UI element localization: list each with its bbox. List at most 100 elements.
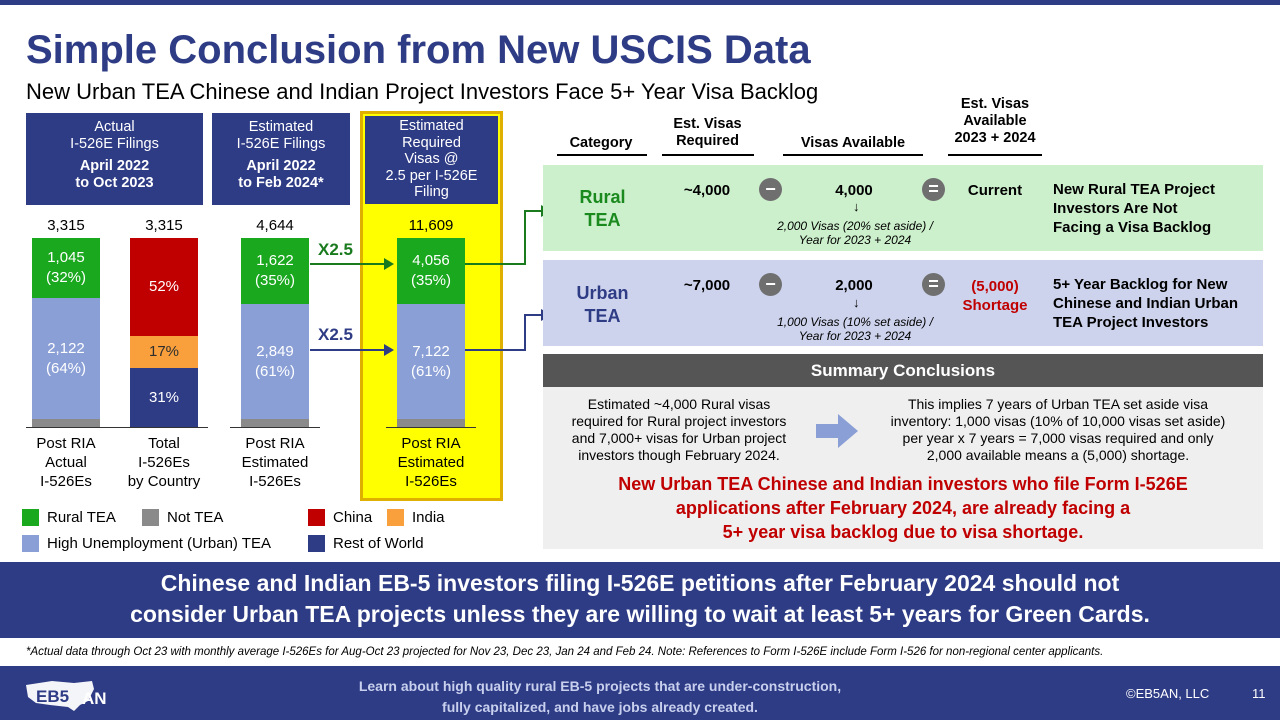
connector-urban: [465, 314, 541, 351]
minus-icon: −: [759, 178, 782, 201]
legend-label: Rest of World: [333, 535, 424, 552]
eb5an-logo: EB5 AN: [26, 681, 107, 711]
bar-segment-green: 1,622 (35%): [241, 238, 309, 304]
legend-label: China: [333, 509, 373, 526]
bar-segment-orange: 17%: [130, 336, 198, 368]
table-header-underline: [662, 154, 754, 156]
page-number: 11: [1252, 686, 1266, 701]
row-required: ~7,000: [683, 277, 731, 294]
row-description: 5+ Year Backlog for New Chinese and Indi…: [1053, 276, 1239, 331]
multiplier-label-urban: X2.5: [318, 325, 353, 344]
arrow-rural-head: [384, 258, 394, 270]
stacked-bar-by-country: 52% 17% 31%: [130, 238, 198, 427]
legend-label: Rural TEA: [47, 509, 116, 526]
row-result: (5,000) Shortage: [962, 278, 1028, 314]
down-arrow-icon: ↓: [853, 295, 860, 310]
table-row-rural: [543, 165, 1263, 251]
top-accent-bar: [0, 0, 1280, 5]
footer-bar: [0, 666, 1280, 720]
bar-segment-light-blue: 2,849 (61%): [241, 304, 309, 419]
column-header-date: April 2022: [246, 158, 316, 174]
page-title: Simple Conclusion from New USCIS Data: [26, 28, 811, 72]
footnote: *Actual data through Oct 23 with monthly…: [26, 646, 1104, 658]
bar-segment-gray: [397, 419, 465, 427]
summary-heading: Summary Conclusions: [543, 354, 1263, 387]
bar-total: 3,315: [47, 217, 85, 234]
column-header-required: Estimated Required Visas @ 2.5 per I-526…: [365, 116, 498, 204]
connector-arrows: [465, 205, 552, 351]
bar-label: Post RIA Actual I-526Es: [36, 435, 96, 490]
table-header-available-2023-2024: Est. Visas Available 2023 + 2024: [954, 96, 1036, 146]
column-header-line: Estimated: [399, 118, 464, 134]
multiplier-arrows: [310, 258, 394, 356]
equals-icon: =: [922, 178, 945, 201]
legend-china: China: [308, 509, 372, 526]
bar-segment-light-blue: 2,122 (64%): [32, 298, 100, 419]
baseline: [386, 427, 476, 428]
summary-left-text: Estimated ~4,000 Rural visas required fo…: [571, 396, 787, 463]
multiplier-label-rural: X2.5: [318, 240, 353, 259]
column-header-line: Visas @: [404, 151, 459, 167]
minus-icon: −: [759, 273, 782, 296]
column-header-line: Actual: [94, 119, 135, 135]
row-available: 4,000: [835, 182, 873, 199]
summary-panel: [543, 387, 1263, 549]
baseline: [26, 427, 208, 428]
table-header-required: Est. Visas Required: [673, 116, 742, 149]
legend-urban-tea: High Unemployment (Urban) TEA: [22, 535, 271, 552]
bar-label: Post RIA Estimated I-526Es: [397, 435, 465, 490]
conclusion-banner: Chinese and Indian EB-5 investors filing…: [0, 562, 1280, 638]
row-category: Urban TEA: [576, 283, 629, 326]
bar-label: Total I-526Es by Country: [127, 435, 201, 490]
column-header-date: April 2022: [79, 158, 150, 174]
table-header-underline: [783, 154, 923, 156]
column-header-date: to Oct 2023: [75, 175, 154, 191]
column-header-actual: Actual I-526E Filings April 2022 to Oct …: [26, 113, 203, 205]
legend-swatch: [308, 509, 325, 526]
legend-not-tea: Not TEA: [142, 509, 223, 526]
legend-swatch: [22, 535, 39, 552]
legend-rural-tea: Rural TEA: [22, 509, 116, 526]
row-result: Current: [967, 182, 1023, 199]
legend-swatch: [22, 509, 39, 526]
bar-segment-light-blue: 7,122 (61%): [397, 304, 465, 419]
summary-right-text: This implies 7 years of Urban TEA set as…: [890, 396, 1226, 463]
bar-total: 3,315: [145, 217, 183, 234]
legend-rest-of-world: Rest of World: [308, 535, 424, 552]
column-header-line: I-526E Filings: [70, 136, 159, 152]
bar-segment-navy: 31%: [130, 368, 198, 427]
bar-segment-gray: [32, 419, 100, 427]
summary-conclusion: New Urban TEA Chinese and Indian investo…: [618, 474, 1188, 542]
table-header-underline: [948, 154, 1042, 156]
column-header-date: to Feb 2024*: [238, 175, 324, 191]
legend-swatch: [308, 535, 325, 552]
column-header-line: Filing: [414, 184, 449, 200]
legend-swatch: [142, 509, 159, 526]
table-row-urban: [543, 260, 1263, 346]
legend-label: Not TEA: [167, 509, 224, 526]
row-category: Rural TEA: [579, 187, 626, 230]
copyright: ©EB5AN, LLC: [1126, 686, 1210, 701]
column-header-line: Estimated: [248, 119, 314, 135]
table-header-underline: [557, 154, 647, 156]
stacked-bar-actual: 1,045 (32%) 2,122 (64%): [32, 238, 100, 427]
column-header-line: 2.5 per I-526E: [385, 167, 478, 184]
baseline: [230, 427, 320, 428]
row-description: New Rural TEA Project Investors Are Not …: [1053, 181, 1215, 236]
row-note: 2,000 Visas (20% set aside) / Year for 2…: [777, 219, 933, 247]
footer-promo: Learn about high quality rural EB-5 proj…: [358, 678, 842, 715]
bar-segment-gray: [241, 419, 309, 427]
row-required: ~4,000: [683, 182, 731, 199]
column-header-estimated: Estimated I-526E Filings April 2022 to F…: [212, 113, 350, 205]
svg-text:EB5: EB5: [36, 687, 69, 706]
legend-label: India: [412, 509, 445, 526]
column-header-line: Required: [402, 134, 461, 151]
arrow-urban-head: [384, 344, 394, 356]
connector-rural: [465, 210, 541, 265]
table-header-available: Visas Available: [800, 135, 906, 151]
legend-swatch: [387, 509, 404, 526]
svg-text:AN: AN: [82, 689, 107, 708]
row-note: 1,000 Visas (10% set aside) / Year for 2…: [777, 315, 933, 343]
row-available: 2,000: [835, 277, 873, 294]
bar-total: 11,609: [408, 217, 454, 234]
